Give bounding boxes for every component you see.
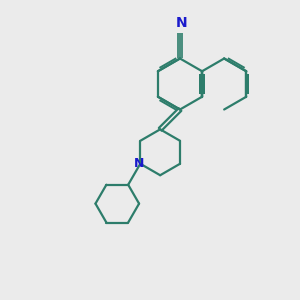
Text: N: N	[176, 16, 187, 30]
Text: N: N	[134, 157, 144, 170]
